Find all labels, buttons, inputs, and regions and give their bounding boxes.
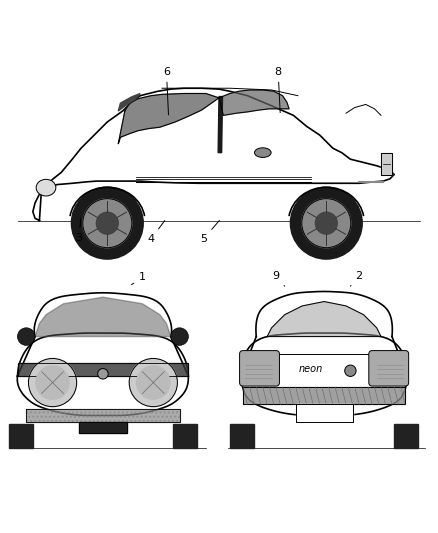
Polygon shape — [18, 363, 188, 376]
Text: neon: neon — [299, 365, 323, 374]
Circle shape — [290, 187, 362, 259]
Text: 5: 5 — [200, 221, 219, 244]
Polygon shape — [35, 293, 171, 336]
Polygon shape — [35, 297, 171, 336]
Polygon shape — [26, 409, 180, 422]
FancyBboxPatch shape — [369, 351, 409, 386]
Circle shape — [98, 368, 108, 379]
FancyBboxPatch shape — [240, 351, 279, 386]
Text: 9: 9 — [272, 271, 285, 286]
Polygon shape — [118, 93, 140, 111]
Circle shape — [83, 199, 132, 248]
Polygon shape — [256, 292, 392, 336]
Circle shape — [28, 359, 77, 407]
Circle shape — [345, 365, 356, 376]
Circle shape — [71, 187, 143, 259]
Circle shape — [129, 359, 177, 407]
Polygon shape — [219, 90, 289, 115]
Text: 6: 6 — [163, 67, 170, 115]
Circle shape — [315, 212, 337, 234]
Polygon shape — [79, 422, 127, 433]
Ellipse shape — [18, 328, 35, 345]
Polygon shape — [241, 333, 407, 415]
Polygon shape — [346, 104, 381, 115]
Text: 4: 4 — [148, 221, 165, 244]
Polygon shape — [243, 387, 405, 405]
Polygon shape — [18, 333, 188, 415]
Ellipse shape — [171, 328, 188, 345]
Text: 1: 1 — [131, 272, 146, 285]
Polygon shape — [218, 96, 223, 152]
Text: 8: 8 — [275, 67, 282, 112]
Ellipse shape — [254, 148, 271, 157]
Text: 3: 3 — [75, 219, 82, 243]
Polygon shape — [173, 424, 197, 448]
Polygon shape — [381, 152, 392, 174]
Polygon shape — [9, 424, 33, 448]
Polygon shape — [267, 302, 381, 336]
Circle shape — [36, 366, 69, 399]
Polygon shape — [33, 88, 394, 221]
Polygon shape — [118, 93, 219, 144]
Circle shape — [137, 366, 170, 399]
Text: 2: 2 — [350, 271, 363, 286]
Polygon shape — [296, 405, 353, 422]
Ellipse shape — [36, 179, 56, 196]
Polygon shape — [394, 424, 418, 448]
Polygon shape — [230, 424, 254, 448]
Circle shape — [302, 199, 351, 248]
Circle shape — [96, 212, 118, 234]
